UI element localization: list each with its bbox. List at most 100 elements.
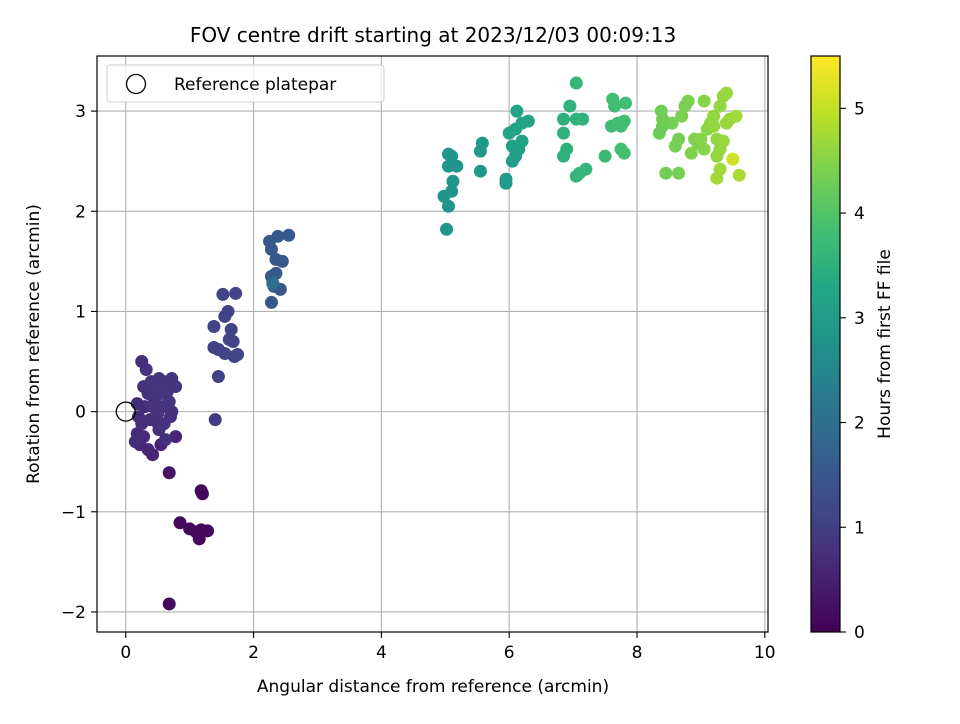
y-tick-label: 2 (75, 202, 86, 222)
data-point (282, 228, 296, 242)
colorbar-tick-label: 4 (854, 204, 865, 224)
y-tick-label: 1 (75, 302, 86, 322)
y-tick-label: 0 (75, 403, 86, 423)
data-point (697, 142, 711, 156)
data-point (207, 319, 221, 333)
data-point (672, 166, 686, 180)
data-point (441, 199, 455, 213)
data-point (162, 466, 176, 480)
data-point (269, 266, 283, 280)
plot-area (97, 56, 768, 632)
reference-platepar-marker (115, 401, 136, 422)
x-tick-label: 10 (754, 643, 776, 663)
data-point (611, 116, 625, 130)
data-point (271, 229, 285, 243)
data-point (515, 134, 529, 148)
data-point (231, 348, 245, 362)
legend-box (106, 64, 385, 103)
colorbar-tick-label: 5 (854, 99, 865, 119)
data-point (148, 383, 162, 397)
data-point (684, 146, 698, 160)
data-point (157, 417, 171, 431)
data-point (128, 435, 142, 449)
data-point (665, 116, 679, 130)
x-axis-label: Angular distance from reference (arcmin) (257, 677, 609, 697)
data-point (557, 126, 571, 140)
data-point (726, 152, 740, 166)
data-point (521, 114, 535, 128)
data-point (162, 395, 176, 409)
y-tick-label: −2 (61, 603, 86, 623)
data-point (560, 142, 574, 156)
y-axis-label: Rotation from reference (arcmin) (24, 204, 44, 484)
data-point (576, 112, 590, 126)
data-point (618, 96, 632, 110)
data-point (716, 134, 730, 148)
data-point (201, 524, 215, 538)
data-point (135, 355, 149, 369)
data-point (221, 304, 235, 318)
colorbar-tick-label: 1 (854, 518, 865, 538)
data-point (681, 94, 695, 108)
data-point (654, 104, 668, 118)
data-point (275, 254, 289, 268)
data-point (579, 162, 593, 176)
data-point (158, 433, 172, 447)
data-point (569, 76, 583, 90)
data-point (195, 487, 209, 501)
legend: Reference platepar (106, 64, 385, 103)
colorbar-tick-label: 2 (854, 414, 865, 434)
x-tick-label: 4 (376, 643, 387, 663)
data-point (499, 172, 513, 186)
legend-label: Reference platepar (174, 75, 336, 95)
x-tick-label: 6 (504, 643, 515, 663)
data-point (672, 132, 686, 146)
data-point (475, 136, 489, 150)
data-point (450, 159, 464, 173)
colorbar-tick-label: 3 (854, 309, 865, 329)
data-point (697, 94, 711, 108)
data-point (713, 162, 727, 176)
data-points (115, 76, 746, 611)
data-point (162, 597, 176, 611)
axis-ticks: 0 2 4 6 8 10 −2 −1 0 1 2 3 (61, 102, 776, 663)
plot-frame (96, 55, 769, 633)
data-point (226, 334, 240, 348)
data-point (169, 380, 183, 394)
chart-title: FOV centre drift starting at 2023/12/03 … (190, 23, 676, 47)
data-point (505, 139, 519, 153)
colorbar-ticks: 0 1 2 3 4 5 (840, 99, 865, 643)
data-point (151, 407, 165, 421)
x-tick-label: 2 (248, 643, 259, 663)
x-tick-label: 8 (632, 643, 643, 663)
data-point (732, 168, 746, 182)
data-point (441, 147, 455, 161)
data-point (445, 184, 459, 198)
x-tick-label: 0 (120, 643, 131, 663)
data-point (264, 295, 278, 309)
data-point (135, 417, 149, 431)
data-point (719, 86, 733, 100)
colorbar: 0 1 2 3 4 5 Hours from first FF file (810, 55, 895, 643)
data-point (557, 112, 571, 126)
colorbar-label: Hours from first FF file (875, 249, 895, 439)
data-point (713, 99, 727, 113)
data-point (707, 119, 721, 133)
data-point (694, 132, 708, 146)
y-tick-label: −1 (61, 503, 86, 523)
data-point (266, 276, 280, 290)
data-point (208, 413, 222, 427)
data-point (659, 166, 673, 180)
data-point (216, 287, 230, 301)
data-point (675, 109, 689, 123)
data-point (606, 92, 620, 106)
colorbar-tick-label: 0 (854, 623, 865, 643)
data-point (211, 370, 225, 384)
colorbar-gradient (811, 56, 840, 632)
data-point (440, 222, 454, 236)
data-point (473, 164, 487, 178)
data-point (729, 109, 743, 123)
data-point (169, 430, 183, 444)
